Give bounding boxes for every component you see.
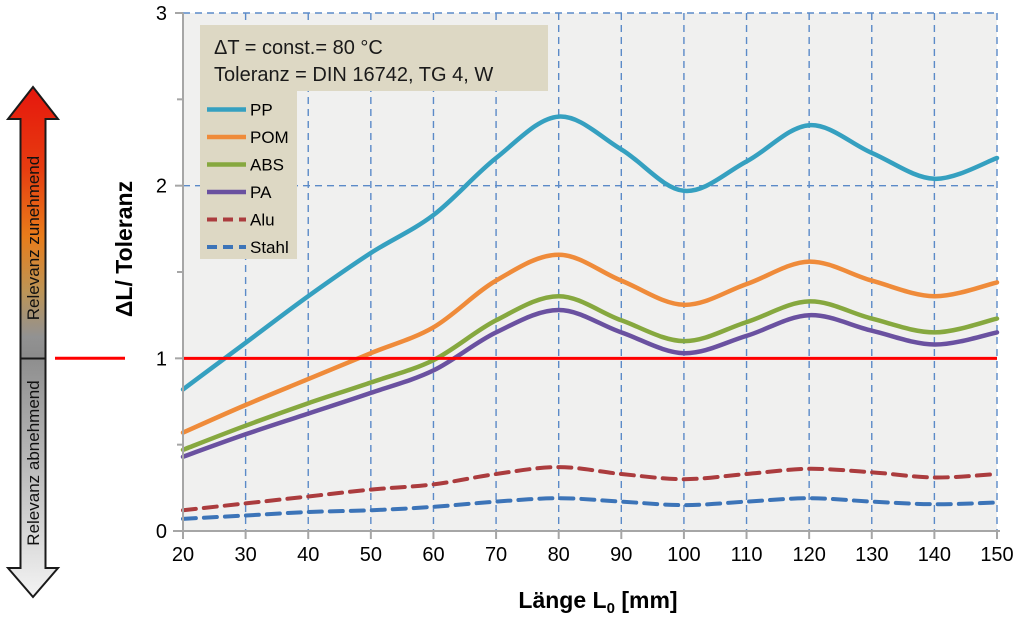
legend-item-pp: PP xyxy=(207,101,273,120)
legend-label-stahl: Stahl xyxy=(250,238,289,257)
legend-label-pp: PP xyxy=(250,101,273,120)
pa-curve xyxy=(180,307,1000,460)
x-tick-label: 50 xyxy=(360,544,382,566)
x-tick-label: 110 xyxy=(731,544,763,566)
stahl-curve xyxy=(181,496,999,521)
legend: PP POM ABS PA Alu Stahl xyxy=(200,91,297,259)
alu-curve xyxy=(181,465,999,513)
legend-item-pa: PA xyxy=(207,183,272,202)
relevance-increasing-label: Relevanz zunehmend xyxy=(24,156,43,320)
annotation-background xyxy=(200,25,548,91)
y-axis-title: ΔL/ Toleranz xyxy=(111,181,137,317)
legend-item-alu: Alu xyxy=(207,211,275,230)
x-axis-title-post: [mm] xyxy=(615,587,678,613)
abs-curve xyxy=(180,293,1000,453)
legend-background xyxy=(200,91,297,259)
x-axis-title-sub: 0 xyxy=(607,600,615,617)
x-tick-label: 130 xyxy=(855,544,888,566)
plot-background xyxy=(183,13,997,531)
x-tick-label: 20 xyxy=(172,544,194,566)
x-tick-label: 100 xyxy=(667,544,700,566)
y-tick-label: 3 xyxy=(156,3,167,25)
relevance-arrow-lower xyxy=(5,357,61,599)
legend-item-abs: ABS xyxy=(207,156,284,175)
x-tick-label: 60 xyxy=(422,544,444,566)
x-axis-title-pre: Länge L xyxy=(518,587,606,613)
x-tick-label: 40 xyxy=(297,544,319,566)
x-tick-label: 80 xyxy=(548,544,570,566)
legend-label-alu: Alu xyxy=(250,211,275,230)
y-tick-label: 2 xyxy=(156,176,167,198)
relevance-arrow: Relevanz zunehmend Relevanz abnehmend xyxy=(5,85,61,599)
pp-curve xyxy=(180,114,1000,392)
x-tick-label: 140 xyxy=(918,544,951,566)
y-tick-label: 0 xyxy=(156,521,167,543)
x-tick-label: 90 xyxy=(610,544,632,566)
x-tick-label: 30 xyxy=(234,544,256,566)
x-tick-label: 120 xyxy=(792,544,825,566)
annotation-box: ΔT = const.= 80 °C Toleranz = DIN 16742,… xyxy=(200,25,548,91)
y-tick-label: 1 xyxy=(156,348,167,370)
relevance-decreasing-label: Relevanz abnehmend xyxy=(24,380,43,545)
legend-item-pom: POM xyxy=(207,128,289,147)
x-tick-label: 70 xyxy=(485,544,507,566)
legend-label-pom: POM xyxy=(250,128,289,147)
annotation-line1: ΔT = const.= 80 °C xyxy=(214,37,383,59)
x-tick-label: 150 xyxy=(980,544,1013,566)
legend-label-pa: PA xyxy=(250,183,272,202)
legend-item-stahl: Stahl xyxy=(207,238,289,257)
x-axis-title: Länge L0 [mm] xyxy=(518,587,677,617)
annotation-line2: Toleranz = DIN 16742, TG 4, W xyxy=(214,64,493,86)
legend-label-abs: ABS xyxy=(250,156,284,175)
pom-curve xyxy=(180,252,1000,435)
